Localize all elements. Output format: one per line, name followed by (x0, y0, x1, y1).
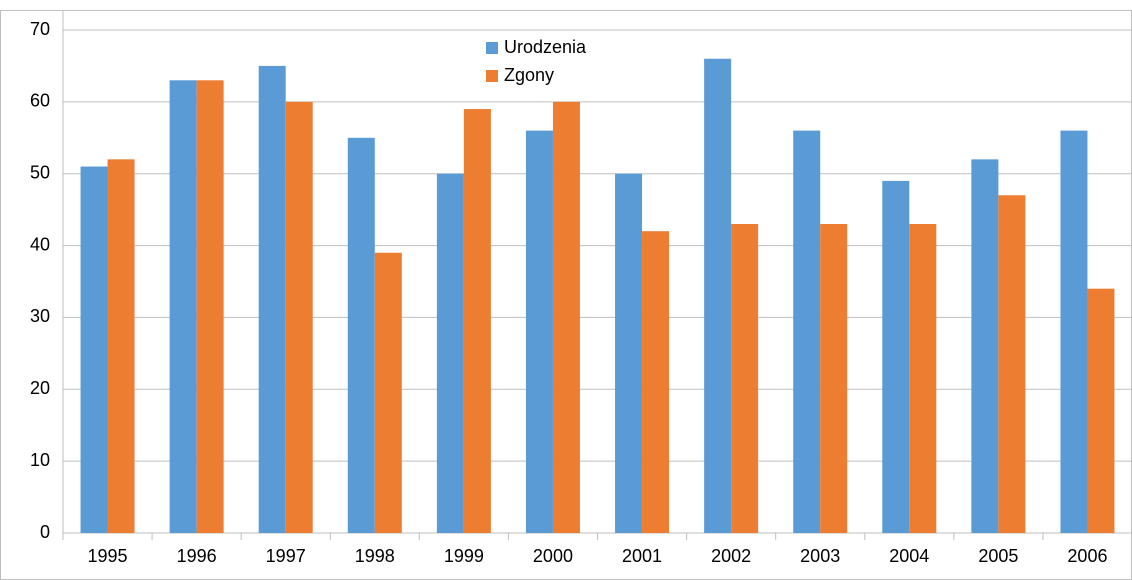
bar (1087, 288, 1115, 533)
legend-label: Urodzenia (504, 37, 587, 57)
x-tick-label: 2001 (622, 546, 662, 566)
x-tick-label: 1996 (177, 546, 217, 566)
bar (107, 159, 135, 534)
bar (552, 101, 580, 533)
bar (169, 80, 197, 534)
y-tick-label: 30 (30, 306, 50, 326)
legend-swatch (486, 70, 498, 82)
bar (285, 101, 313, 533)
bar (704, 58, 732, 533)
bar (642, 231, 670, 533)
x-tick-label: 1995 (88, 546, 128, 566)
bar (258, 65, 286, 533)
bar (374, 252, 402, 533)
bar (1060, 130, 1088, 533)
bar (525, 130, 553, 533)
y-tick-label: 20 (30, 378, 50, 398)
x-tick-label: 1997 (266, 546, 306, 566)
x-tick-label: 2006 (1067, 546, 1107, 566)
bar (731, 224, 759, 533)
bar (347, 137, 375, 534)
x-tick-label: 1998 (355, 546, 395, 566)
legend-label: Zgony (504, 65, 554, 85)
x-tick-label: 2000 (533, 546, 573, 566)
bar (998, 195, 1026, 533)
y-tick-label: 50 (30, 162, 50, 182)
y-tick-label: 0 (40, 522, 50, 542)
x-tick-label: 2004 (889, 546, 929, 566)
y-tick-label: 60 (30, 91, 50, 111)
x-tick-label: 2005 (978, 546, 1018, 566)
bar (80, 166, 108, 533)
legend-swatch (486, 42, 498, 54)
x-tick-label: 2002 (711, 546, 751, 566)
y-tick-label: 10 (30, 450, 50, 470)
x-tick-label: 2003 (800, 546, 840, 566)
bar (971, 159, 999, 534)
bar (793, 130, 821, 533)
x-tick-label: 1999 (444, 546, 484, 566)
bar (463, 109, 491, 534)
y-tick-label: 70 (30, 19, 50, 39)
bar (909, 224, 937, 533)
bar (882, 180, 910, 533)
bar (820, 224, 848, 533)
bar (196, 80, 224, 534)
bar (436, 173, 464, 533)
y-tick-label: 40 (30, 234, 50, 254)
bar (615, 173, 643, 533)
